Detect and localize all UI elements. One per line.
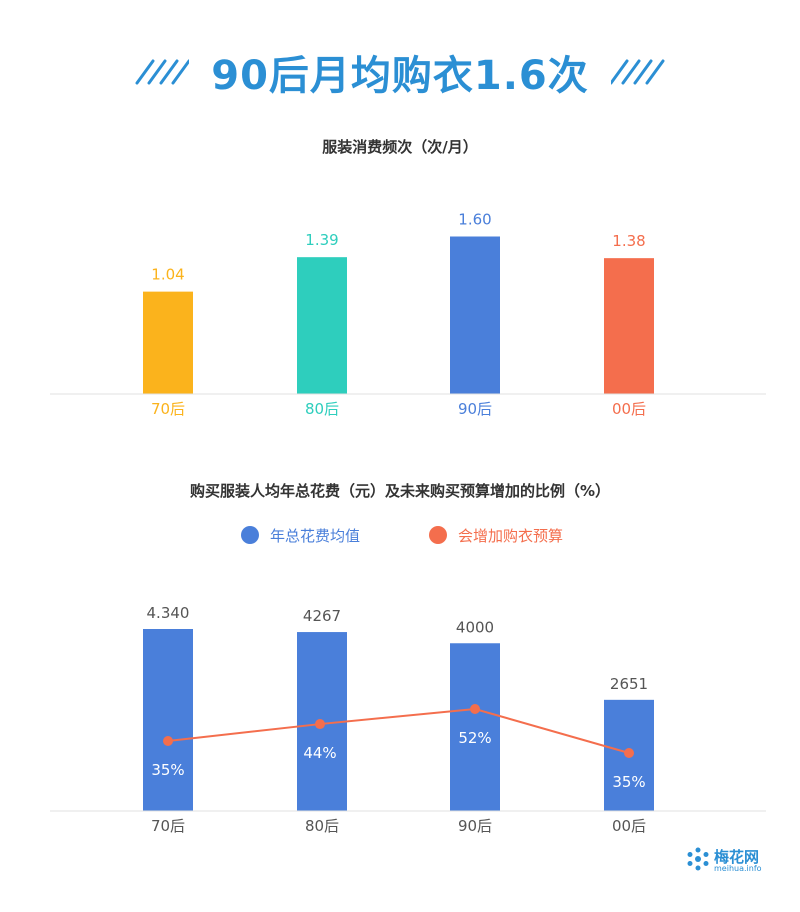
chart2-line-series	[167, 707, 630, 754]
chart2-bar-value-label-1: 4267	[303, 607, 341, 625]
chart1-tick-label-2: 90后	[458, 400, 492, 418]
chart2-line-value-label-2: 52%	[458, 729, 491, 747]
legend-label-line: 会增加购衣预算	[458, 527, 563, 545]
chart1-bar-3	[604, 258, 654, 394]
chart1-value-label-1: 1.39	[305, 231, 338, 249]
legend-marker-bar	[241, 526, 259, 544]
headline: 90后月均购衣1.6次	[0, 42, 800, 102]
flower-logo-icon	[687, 847, 709, 871]
watermark-name: 梅花网	[714, 848, 760, 866]
chart2-line-value-label-3: 35%	[612, 773, 645, 791]
chart2-tick-label-1: 80后	[305, 817, 339, 835]
chart2-line-point-2	[470, 704, 480, 714]
chart1-value-label-0: 1.04	[151, 266, 184, 284]
slash-decoration-icon	[610, 59, 665, 85]
chart2-line-point-1	[315, 719, 325, 730]
chart1-bar-1	[297, 257, 347, 394]
legend-marker-line	[429, 526, 447, 544]
chart2-bar-value-label-0: 4.340	[147, 604, 190, 622]
chart2-tick-label-0: 70后	[151, 817, 185, 835]
chart2-bar-value-label-2: 4000	[456, 618, 494, 636]
chart2-line-value-label-1: 44%	[303, 744, 336, 762]
chart1-tick-label-1: 80后	[305, 400, 339, 418]
watermark-sub: meihua.info	[714, 864, 762, 873]
legend-label-bar: 年总花费均值	[270, 527, 360, 545]
chart1-tick-label-3: 00后	[612, 400, 646, 418]
chart1-bar-2	[450, 236, 500, 394]
chart2-tick-label-2: 90后	[458, 817, 492, 835]
chart2-bar-0	[143, 629, 193, 811]
headline-text: 90后月均购衣1.6次	[211, 53, 589, 99]
chart1-value-label-3: 1.38	[612, 232, 645, 250]
chart1-bar-0	[143, 291, 193, 394]
chart1-tick-label-0: 70后	[151, 400, 185, 418]
watermark-logo: 梅花网 meihua.info	[686, 846, 776, 876]
chart2-title: 购买服装人均年总花费（元）及未来购买预算增加的比例（%）	[190, 482, 610, 500]
chart1-value-label-2: 1.60	[458, 211, 491, 229]
slash-decoration-icon	[135, 59, 190, 85]
chart2-tick-label-3: 00后	[612, 817, 646, 835]
chart1-title: 服装消费频次（次/月）	[322, 138, 477, 156]
chart2-line-point-0	[163, 736, 173, 746]
chart2-bar-value-label-3: 2651	[610, 675, 648, 693]
chart2-line-point-3	[624, 748, 634, 758]
chart2-bar-2	[450, 643, 500, 811]
chart2-line-value-label-0: 35%	[151, 761, 184, 779]
